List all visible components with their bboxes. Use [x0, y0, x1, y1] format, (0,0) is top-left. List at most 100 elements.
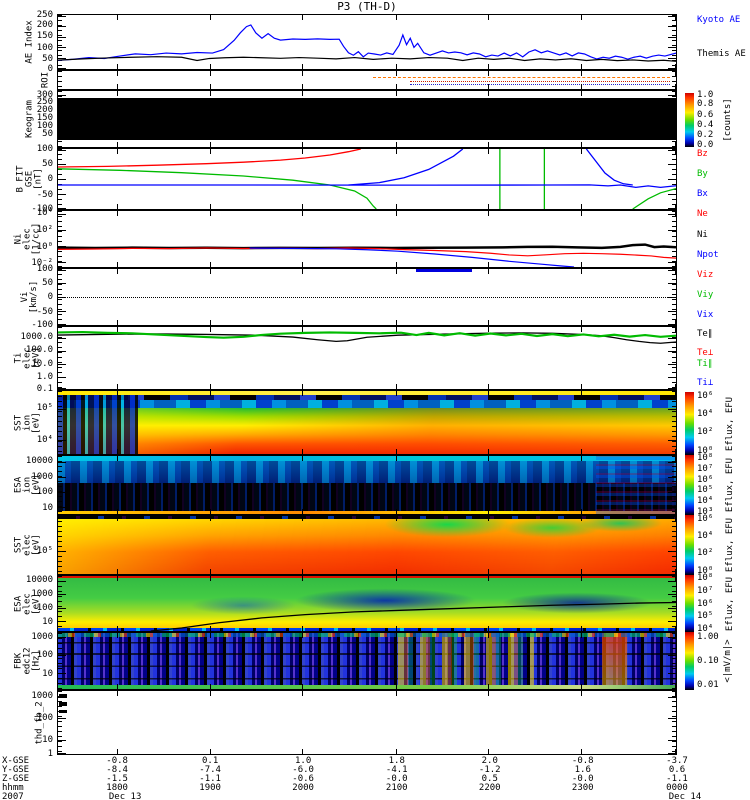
x-tick-mark — [395, 449, 397, 454]
fbk-ytick-label: 10 — [42, 668, 53, 679]
x-tick-mark — [675, 391, 676, 396]
sst-ion-colorbar — [685, 392, 694, 455]
x-tick-mark — [675, 204, 676, 209]
x-tick-mark — [302, 15, 304, 20]
x-tick-mark — [675, 64, 676, 69]
x-tick-mark — [581, 691, 583, 696]
bottom-axis-value: -0.0 — [571, 774, 594, 784]
x-tick-mark — [581, 449, 583, 454]
y-tick-mark — [668, 207, 676, 209]
x-tick-mark — [581, 71, 583, 76]
x-tick-mark — [488, 516, 490, 521]
sst-elec-flux-body — [58, 518, 676, 574]
fbk-axis-title: FBK edc12 [Hz] — [13, 647, 42, 675]
x-tick-mark — [116, 626, 118, 631]
right-series-label: Ti∥ — [697, 359, 713, 369]
esa-ion-low-band — [58, 483, 676, 512]
x-tick-mark — [395, 262, 397, 267]
y-tick-mark — [668, 673, 676, 675]
y-tick-mark — [58, 297, 66, 298]
y-tick-mark — [668, 67, 676, 69]
fbk-enhancement — [397, 633, 534, 689]
y-tick-mark — [58, 102, 66, 104]
y-tick-mark — [58, 739, 66, 741]
x-tick-mark — [209, 691, 211, 696]
bottom-axis-value: 1900 — [199, 783, 221, 793]
x-tick-mark — [488, 262, 490, 267]
fbk-ytick-label: 1000 — [31, 631, 53, 642]
x-tick-mark — [395, 633, 397, 638]
panel-roi — [57, 70, 677, 90]
x-tick-mark — [675, 71, 676, 76]
bottom-axis-value: 0.1 — [201, 756, 219, 766]
ae-ytick-label: 200 — [36, 20, 53, 31]
sst-elec-top-band — [58, 516, 676, 519]
y-tick-mark — [58, 261, 66, 263]
colorbar-tick-label: 1.00 — [697, 631, 719, 642]
colorbar-unit-label: Eflux, EFU — [725, 576, 735, 631]
y-tick-mark — [58, 461, 66, 463]
ni-ytick-label: 10⁰ — [36, 241, 53, 252]
ae-ytick-label: 150 — [36, 31, 53, 42]
roi-line-blue — [410, 84, 670, 86]
ti-ytick-label: 100.0 — [25, 345, 53, 356]
keo-ytick-label: 300 — [36, 89, 53, 100]
x-tick-mark — [302, 684, 304, 689]
colorbar-tick-label: 0.0 — [697, 140, 714, 151]
x-tick-mark — [302, 384, 304, 389]
panel-sst-electron-spectrogram — [57, 515, 677, 575]
y-tick-mark — [668, 550, 676, 552]
x-tick-mark — [116, 509, 118, 514]
x-tick-mark — [209, 71, 211, 76]
x-tick-mark — [395, 749, 397, 754]
y-tick-mark — [58, 164, 66, 165]
x-tick-mark — [488, 509, 490, 514]
fb2-ytick-label: 1 — [47, 748, 53, 759]
x-tick-mark — [209, 633, 211, 638]
colorbar-tick-label: 10³ — [697, 507, 714, 517]
x-tick-mark — [581, 626, 583, 631]
y-tick-mark — [58, 110, 66, 112]
y-tick-mark — [668, 125, 676, 127]
x-tick-mark — [116, 211, 118, 216]
y-tick-mark — [668, 439, 676, 441]
x-tick-mark — [675, 320, 676, 325]
x-tick-mark — [488, 633, 490, 638]
x-tick-mark — [675, 456, 676, 461]
x-tick-mark — [395, 149, 397, 154]
x-tick-mark — [675, 576, 676, 581]
right-series-label: Ti⊥ — [697, 378, 714, 388]
x-tick-mark — [488, 269, 490, 274]
x-tick-mark — [116, 569, 118, 574]
colorbar-tick-label: 10⁶ — [697, 474, 714, 485]
keo-ytick-label: 200 — [36, 104, 53, 115]
fbk-colorbar — [685, 632, 694, 690]
bottom-axis-value: -7.4 — [199, 765, 221, 775]
x-tick-mark — [581, 269, 583, 274]
bottom-axis-value: -0.6 — [292, 774, 314, 784]
bottom-axis-value: 2200 — [478, 783, 501, 793]
panel-fbk-spectrogram — [57, 632, 677, 690]
vi-ytick-label: -50 — [36, 306, 53, 317]
keo-ytick-label: 100 — [36, 120, 53, 131]
esa_ion-axis-title: ESA ion [eV] — [13, 474, 42, 496]
bottom-axis-value: 0.5 — [481, 774, 498, 784]
sst-ion-mid-energy-band — [58, 400, 676, 408]
y-tick-mark — [58, 696, 66, 698]
x-tick-mark — [581, 320, 583, 325]
bfit-ytick-label: 0 — [47, 174, 53, 184]
esa_elec-curves — [58, 576, 676, 631]
x-tick-mark — [581, 15, 583, 20]
bottom-axis-value: 1800 — [106, 783, 128, 793]
x-tick-mark — [581, 749, 583, 754]
x-tick-mark — [209, 449, 211, 454]
esa_elec-ytick-label: 100 — [36, 603, 53, 614]
x-tick-mark — [209, 509, 211, 514]
y-tick-mark — [668, 194, 676, 195]
x-tick-mark — [302, 262, 304, 267]
colorbar-tick-label: 10⁰ — [697, 445, 714, 456]
x-tick-mark — [581, 576, 583, 581]
y-tick-mark — [58, 580, 66, 582]
y-tick-mark — [668, 297, 676, 298]
x-tick-mark — [209, 91, 211, 96]
